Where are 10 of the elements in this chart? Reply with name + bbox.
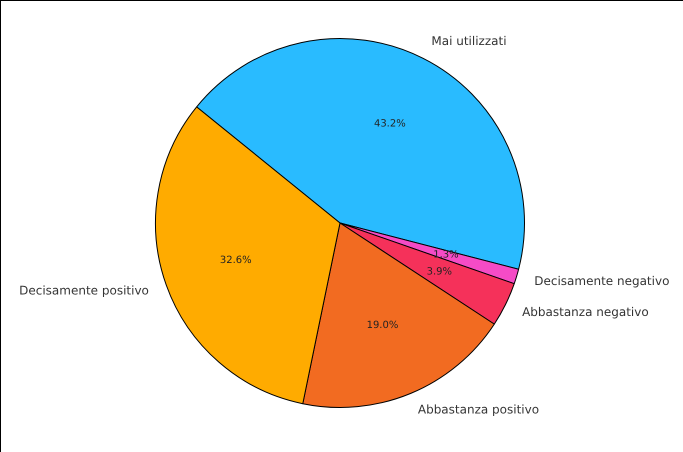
slice-label: Abbastanza negativo — [522, 304, 649, 319]
slice-label: Abbastanza positivo — [418, 402, 540, 417]
data-label: 3.9% — [426, 266, 452, 278]
data-label: 43.2% — [374, 118, 406, 130]
slice-label: Decisamente positivo — [19, 283, 149, 298]
slice-label: Mai utilizzati — [431, 34, 507, 48]
slice-label: Decisamente negativo — [534, 274, 670, 288]
data-label: 32.6% — [220, 254, 252, 266]
data-label: 1.3% — [433, 250, 459, 261]
data-label: 19.0% — [366, 320, 398, 331]
